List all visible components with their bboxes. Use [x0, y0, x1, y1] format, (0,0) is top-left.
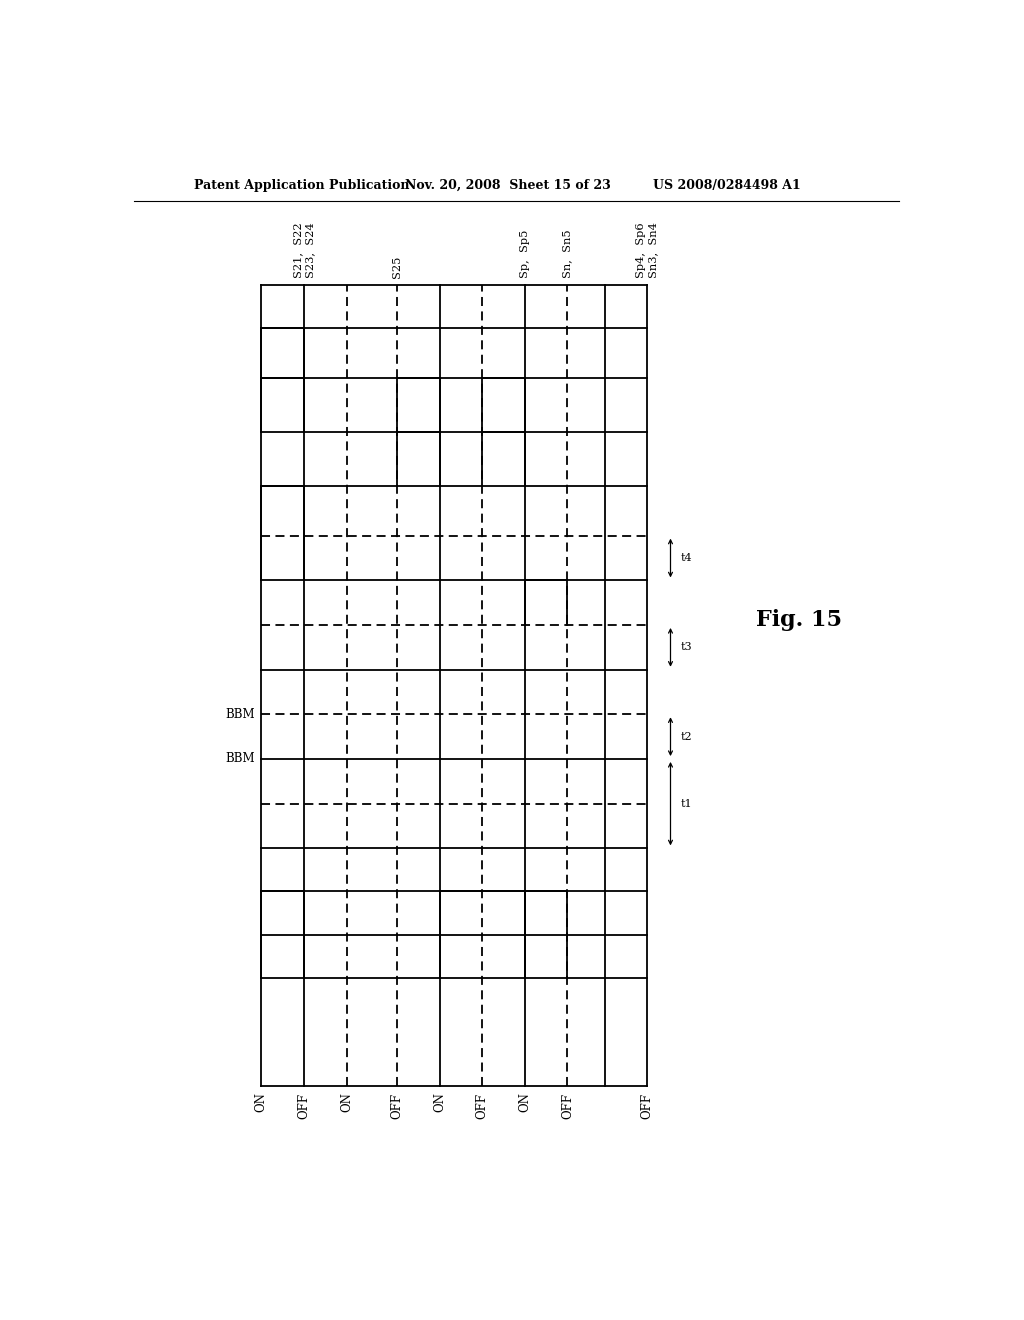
Text: S25: S25: [392, 255, 402, 277]
Text: S21,  S22
S23,  S24: S21, S22 S23, S24: [293, 222, 314, 277]
Text: t1: t1: [681, 799, 692, 809]
Text: BBM: BBM: [225, 752, 255, 766]
Text: Sp4,  Sp6
Sn3,  Sn4: Sp4, Sp6 Sn3, Sn4: [637, 222, 658, 277]
Text: t4: t4: [681, 553, 692, 564]
Text: t3: t3: [681, 643, 692, 652]
Text: Nov. 20, 2008  Sheet 15 of 23: Nov. 20, 2008 Sheet 15 of 23: [406, 178, 611, 191]
Text: t2: t2: [681, 731, 692, 742]
Text: OFF: OFF: [641, 1093, 653, 1118]
Text: Patent Application Publication: Patent Application Publication: [194, 178, 410, 191]
Text: OFF: OFF: [476, 1093, 488, 1118]
Text: Sp,  Sp5: Sp, Sp5: [520, 230, 529, 277]
Text: US 2008/0284498 A1: US 2008/0284498 A1: [653, 178, 801, 191]
Text: ON: ON: [255, 1093, 268, 1113]
Text: ON: ON: [433, 1093, 446, 1113]
Text: ON: ON: [340, 1093, 353, 1113]
Text: Sn,  Sn5: Sn, Sn5: [562, 230, 572, 277]
Text: OFF: OFF: [297, 1093, 310, 1118]
Text: ON: ON: [518, 1093, 531, 1113]
Text: OFF: OFF: [390, 1093, 403, 1118]
Text: Fig. 15: Fig. 15: [756, 610, 842, 631]
Text: OFF: OFF: [561, 1093, 573, 1118]
Text: BBM: BBM: [225, 708, 255, 721]
